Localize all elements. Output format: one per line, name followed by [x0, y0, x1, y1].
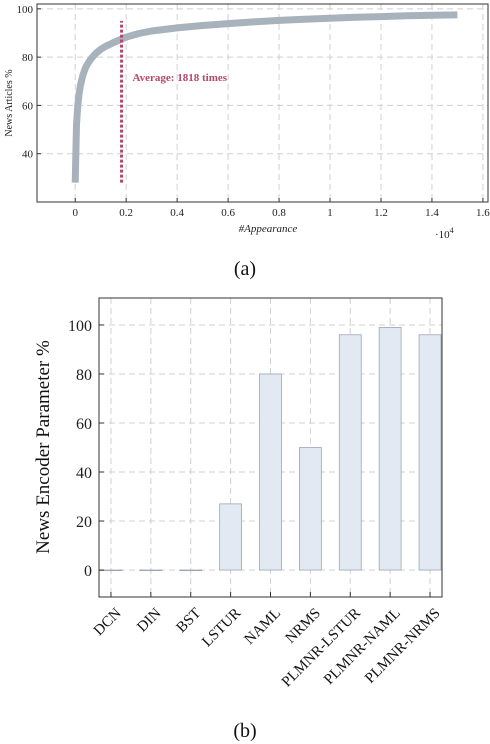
appearance-line-chart: 0 0.2 0.4 0.6 0.8 1 1.2 1.4 1.6 40 60 80 100 Average… [4, 3, 490, 280]
chart-a-series [71, 11, 458, 183]
chart-a-y-tick-label: 80 [22, 52, 34, 64]
chart-b-y-tick-label: 20 [76, 514, 92, 531]
chart-a-xlabel: #Appearance [239, 223, 298, 235]
chart-b-x-tick-label: DIN [134, 605, 164, 635]
chart-b-bar [259, 373, 282, 571]
chart-a-x-tick-label: 0.4 [170, 207, 184, 219]
chart-a-caption: (a) [234, 258, 256, 280]
chart-b-bar [179, 569, 203, 572]
chart-b-x-tick-label: LSTUR [199, 605, 244, 650]
chart-b-bars [99, 327, 442, 572]
chart-a-x-multiplier: ·104 [435, 226, 454, 241]
chart-a-x-tick-label: 0.6 [221, 207, 235, 219]
chart-a-annotation: Average: 1818 times [120, 20, 228, 183]
chart-b-bar [139, 569, 163, 572]
chart-a-x-tick-label: 0 [72, 207, 78, 219]
chart-a-x-tick-label: 1 [327, 207, 333, 219]
chart-b-caption: (b) [233, 720, 256, 742]
chart-b-x-tick-label: DCN [91, 605, 125, 639]
chart-a-ticks: 0 0.2 0.4 0.6 0.8 1 1.2 1.4 1.6 40 60 80 100 [17, 4, 490, 219]
chart-b-y-tick-label: 40 [76, 465, 92, 482]
chart-a-y-tick-label: 60 [22, 100, 34, 112]
chart-a-ylabel: News Articles % [4, 69, 15, 136]
chart-b-bar [219, 503, 242, 571]
chart-a-y-tick-label: 40 [22, 149, 34, 161]
chart-a-x-tick-label: 1.2 [374, 207, 388, 219]
chart-a-series-line [71, 11, 458, 183]
chart-a-y-tick-label: 100 [17, 4, 34, 16]
chart-a-x-tick-label: 1.6 [476, 207, 490, 219]
chart-a-x-multiplier-exp: 4 [450, 226, 454, 235]
chart-b-bar [378, 327, 402, 571]
chart-b-bar [338, 334, 362, 571]
chart-b-y-tick-label: 100 [68, 318, 92, 335]
chart-a-plot-frame [36, 3, 489, 203]
chart-a-grid [37, 4, 488, 202]
chart-a-x-tick-label: 0.8 [272, 207, 286, 219]
chart-a-x-tick-label: 1.4 [425, 207, 439, 219]
chart-a-average-label: Average: 1818 times [133, 72, 228, 84]
chart-b-x-tick-label: BST [174, 605, 205, 636]
chart-a-x-tick-label: 0.2 [119, 207, 133, 219]
chart-b-y-tick-label: 80 [76, 367, 92, 384]
chart-b-y-tick-label: 0 [84, 563, 92, 580]
chart-b-ylabel: News Encoder Parameter % [33, 340, 54, 554]
chart-b-x-tick-label: NAML [242, 605, 285, 648]
chart-b-x-tick-label: PLMNR-NRMS [362, 605, 443, 686]
chart-b-bar [418, 334, 442, 571]
chart-b-bar [299, 447, 322, 571]
chart-b-y-tick-label: 60 [76, 416, 92, 433]
chart-a-x-multiplier-base: ·10 [435, 229, 450, 241]
